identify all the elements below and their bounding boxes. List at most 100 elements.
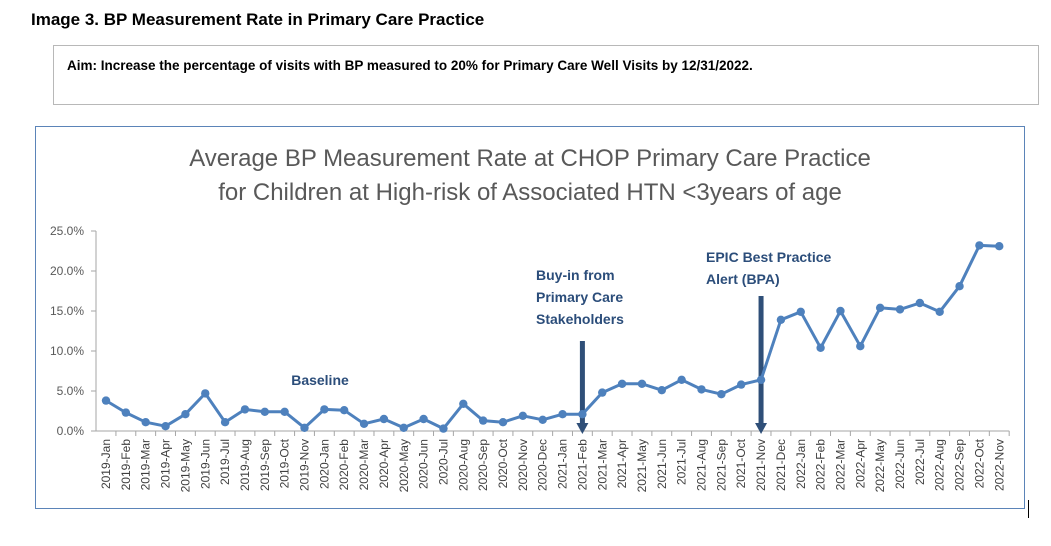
x-tick-label: 2019-Feb <box>119 439 133 491</box>
data-point-2022-Nov <box>995 242 1004 251</box>
y-tick-label: 0.0% <box>57 424 85 438</box>
data-point-2019-Jul <box>220 418 230 427</box>
x-tick-label: 2019-May <box>178 439 192 492</box>
annotation-1-line-1: Baseline <box>291 372 349 388</box>
data-point-2021-Feb <box>578 410 587 419</box>
data-point-2022-Aug <box>935 307 944 316</box>
x-tick-label: 2020-Feb <box>337 439 351 491</box>
data-point-2022-Jul <box>915 298 925 308</box>
data-point-2021-Sep <box>717 390 726 399</box>
data-point-2021-Nov <box>756 375 766 384</box>
data-point-2021-Aug <box>697 385 706 394</box>
x-tick-label: 2022-Jun <box>893 439 907 489</box>
data-point-2019-Feb <box>121 408 131 417</box>
data-point-2019-Nov <box>300 423 309 432</box>
x-tick-label: 2020-Aug <box>456 439 470 491</box>
data-point-2020-Mar <box>359 419 369 428</box>
data-point-2019-Aug <box>240 405 250 414</box>
data-point-2019-Oct <box>280 407 289 416</box>
x-tick-label: 2022-Jul <box>913 439 927 485</box>
annotation-3-line-1: EPIC Best Practice <box>706 249 831 265</box>
annotation-2-line-2: Primary Care <box>536 289 623 305</box>
chart-title-line-2: for Children at High-risk of Associated … <box>218 179 842 206</box>
x-tick-label: 2019-Nov <box>298 439 312 491</box>
x-tick-label: 2021-Feb <box>575 439 589 491</box>
data-point-2022-Sep <box>955 282 964 291</box>
data-point-2022-Jun <box>895 305 905 314</box>
x-tick-label: 2021-Sep <box>714 439 728 491</box>
x-tick-label: 2019-Mar <box>139 439 153 490</box>
x-tick-label: 2022-Apr <box>853 439 867 488</box>
data-point-2020-May <box>399 423 408 432</box>
x-tick-label: 2019-Oct <box>278 438 292 488</box>
x-tick-label: 2022-Aug <box>933 439 947 491</box>
data-point-2022-Jan <box>796 307 805 316</box>
x-tick-label: 2021-Oct <box>734 438 748 488</box>
x-tick-label: 2022-Feb <box>814 439 828 491</box>
data-point-2020-Jun <box>419 414 428 424</box>
annotation-arrow-head-2 <box>755 423 768 434</box>
annotations: Baseline Buy-in from Primary Care Stakehold… <box>291 249 831 388</box>
data-point-2020-Sep <box>478 416 488 425</box>
x-tick-label: 2019-Sep <box>258 439 272 491</box>
page-heading: Image 3. BP Measurement Rate in Primary … <box>31 10 485 29</box>
annotation-arrow-head-1 <box>576 423 589 434</box>
data-point-2021-May <box>637 379 647 388</box>
data-point-2019-Apr <box>161 422 170 431</box>
x-tick-label: 2019-Jun <box>198 439 212 489</box>
data-point-2022-Apr <box>856 342 865 351</box>
x-tick-label: 2022-May <box>873 439 887 492</box>
data-point-2021-Mar <box>598 388 607 397</box>
x-tick-label: 2019-Aug <box>238 439 252 491</box>
data-point-2019-May <box>181 410 190 419</box>
data-point-2020-Feb <box>340 406 349 415</box>
x-tick-label: 2022-Nov <box>992 439 1006 491</box>
x-tick-label: 2019-Jan <box>99 439 113 489</box>
data-point-2020-Aug <box>459 399 468 408</box>
series-line <box>105 243 1000 431</box>
annotation-3-line-2: Alert (BPA) <box>706 271 780 287</box>
data-point-2020-Jan <box>320 405 329 414</box>
y-tick-label: 15.0% <box>50 304 84 318</box>
data-point-2020-Nov <box>518 411 528 420</box>
x-tick-label: 2021-May <box>635 439 649 492</box>
x-tick-label: 2020-May <box>397 439 411 492</box>
data-point-2020-Oct <box>498 418 508 427</box>
x-tick-label: 2020-Jan <box>317 439 331 489</box>
x-tick-label: 2021-Jun <box>655 439 669 489</box>
data-point-2021-Jun <box>657 386 666 395</box>
annotation-2-line-3: Stakeholders <box>536 311 624 327</box>
x-axis-ticks: 2019-Jan 2019-Feb 2019-Mar 2019-Apr 2019-May… <box>99 431 1010 492</box>
x-tick-label: 2020-Nov <box>516 439 530 491</box>
x-tick-label: 2020-Jul <box>436 439 450 485</box>
chart-title: Average BP Measurement Rate at CHOP Prim… <box>189 145 871 206</box>
y-tick-label: 20.0% <box>50 264 84 278</box>
data-point-2022-Feb <box>816 343 825 352</box>
x-tick-label: 2020-Jun <box>417 439 431 489</box>
annotation-2-line-1: Buy-in from <box>536 267 615 283</box>
y-tick-label: 10.0% <box>50 344 84 358</box>
data-points <box>101 241 1004 433</box>
data-point-2019-Sep <box>260 407 269 416</box>
data-point-2019-Jan <box>101 396 111 405</box>
data-point-2020-Dec <box>538 415 547 424</box>
data-point-2021-Jul <box>677 375 686 384</box>
annotation-arrows <box>576 296 768 434</box>
aim-statement: Aim: Increase the percentage of visits w… <box>67 58 753 73</box>
y-tick-label: 5.0% <box>57 384 85 398</box>
annotation-arrow-shaft-2 <box>758 296 764 423</box>
chart-frame <box>35 126 1025 509</box>
data-point-2020-Apr <box>379 414 389 424</box>
x-tick-label: 2021-Nov <box>754 439 768 491</box>
data-point-2021-Jan <box>558 410 567 419</box>
x-tick-label: 2022-Oct <box>972 438 986 488</box>
chart-axes <box>95 231 1010 432</box>
data-point-2019-Mar <box>141 418 150 427</box>
x-tick-label: 2021-Aug <box>695 439 709 491</box>
x-tick-label: 2020-Apr <box>377 439 391 488</box>
series-polyline <box>105 243 1000 431</box>
x-tick-label: 2020-Oct <box>496 438 510 488</box>
data-point-2021-Apr <box>617 379 627 388</box>
data-point-2019-Jun <box>201 389 210 398</box>
